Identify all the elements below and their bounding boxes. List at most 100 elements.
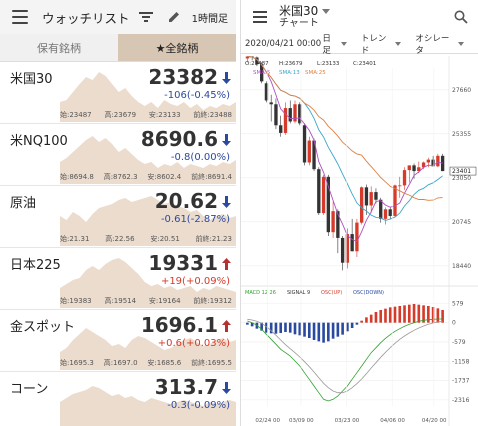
osc-tick-label: -1737 xyxy=(452,378,470,385)
watchlist-row[interactable]: コーン 313.7 -0.3(-0.09%) xyxy=(0,372,236,426)
trend-dropdown[interactable]: トレンド xyxy=(361,32,402,56)
watchlist-row[interactable]: 金スポット 1696.1 +0.6(+0.03%) 始:1695.3 高:1697.0 安… xyxy=(0,310,236,372)
symbol-name: 米国30 xyxy=(10,72,53,87)
watchlist-header: ウォッチリスト 1時間足 xyxy=(0,0,236,34)
search-icon[interactable] xyxy=(454,10,468,24)
stat-value: 始:19383 xyxy=(60,297,92,305)
candle xyxy=(369,192,373,206)
dropdown-arrow-icon xyxy=(395,41,402,46)
symbol-name: 原油 xyxy=(10,196,37,211)
timeframe-label: 日足 xyxy=(322,33,331,56)
stat-value: 高:8762.3 xyxy=(103,173,138,181)
sma5-line xyxy=(247,56,443,243)
symbol-list: 米国30 23382 -106(-0.45%) 始:23487 高:23679 安:231… xyxy=(0,62,236,426)
oscillator-label: オシレータ xyxy=(415,33,450,56)
sma13-line xyxy=(247,56,443,221)
stat-value: 前終:1695.5 xyxy=(191,359,232,367)
stat-value: 始:21.31 xyxy=(60,235,90,243)
symbol-name: 日本225 xyxy=(10,258,61,273)
candle xyxy=(307,140,311,163)
ohlc-value: H:23679 xyxy=(279,61,303,67)
candle xyxy=(255,57,259,65)
watchlist-panel: ウォッチリスト 1時間足 保有銘柄 ★全銘柄 米国30 23382 -106(-0.… xyxy=(0,0,236,426)
current-price-tag xyxy=(449,166,477,176)
sma25-line xyxy=(247,56,443,201)
candle xyxy=(264,83,269,101)
stat-value: 前終:19312 xyxy=(193,297,232,305)
symbol-name: 米NQ100 xyxy=(10,134,68,149)
watchlist-row[interactable]: 日本225 19331 +19(+0.09%) 始:19383 高:19514 安:191… xyxy=(0,248,236,310)
dropdown-arrow-icon xyxy=(322,9,331,14)
sparkline-area xyxy=(60,72,236,122)
candle xyxy=(302,125,307,163)
symbol-change: -0.3(-0.09%) xyxy=(167,400,230,411)
symbol-stats: 始:19383 高:19514 安:19164 前終:19312 xyxy=(60,296,232,306)
price-tick-label: 27660 xyxy=(452,87,471,94)
date-tick-label: 04/20 00 xyxy=(422,418,447,424)
watchlist-row[interactable]: 原油 20.62 -0.61(-2.87%) 始:21.31 高:22.56 安:20.5… xyxy=(0,186,236,248)
symbol-stats: 始:23487 高:23679 安:23133 前終:23488 xyxy=(60,110,232,120)
chart-panel: 米国30 チャート 2020/04/21 00:00 日足 トレンド オシレータ… xyxy=(240,0,478,426)
candle xyxy=(350,234,354,252)
date-tick-label: 03/09 00 xyxy=(289,418,314,424)
candle xyxy=(407,165,411,171)
tab-all-symbols[interactable]: ★全銘柄 xyxy=(118,34,236,61)
stat-value: 始:1695.3 xyxy=(60,359,94,367)
current-price-label: 23401 xyxy=(452,168,471,175)
watchlist-row[interactable]: 米NQ100 8690.6 -0.8(0.00%) 始:8694.8 高:8762.3 安… xyxy=(0,124,236,186)
arrow-down-icon xyxy=(222,196,231,208)
sparkline xyxy=(60,258,236,308)
sparkline-area xyxy=(60,136,236,184)
arrow-down-icon xyxy=(222,382,231,394)
candle xyxy=(379,199,383,219)
edit-icon[interactable] xyxy=(166,9,182,25)
filter-icon[interactable] xyxy=(138,10,154,24)
sma-legend: SMA:25 xyxy=(305,70,326,76)
candle xyxy=(355,222,359,252)
stat-value: 前終:23488 xyxy=(193,111,232,119)
sparkline-area xyxy=(60,258,236,308)
osc-tick-label: -579 xyxy=(452,339,466,346)
watchlist-row[interactable]: 米国30 23382 -106(-0.45%) 始:23487 高:23679 安:231… xyxy=(0,62,236,124)
candle xyxy=(440,155,445,172)
candle xyxy=(398,185,402,187)
candle xyxy=(269,102,273,105)
osc-tick-label: 0 xyxy=(452,320,456,327)
signal-line xyxy=(247,318,443,394)
timeframe-dropdown[interactable]: 日足 xyxy=(322,32,347,56)
date-tick-label: 04/06 00 xyxy=(380,418,405,424)
menu-icon[interactable] xyxy=(253,11,267,23)
candle xyxy=(364,187,369,206)
candle xyxy=(340,237,345,263)
candle xyxy=(360,187,364,223)
tab-holdings[interactable]: 保有銘柄 xyxy=(0,34,118,61)
menu-icon[interactable] xyxy=(12,10,28,24)
chart-toolbar: 2020/04/21 00:00 日足 トレンド オシレータ xyxy=(241,32,478,56)
symbol-price: 19331 xyxy=(148,251,218,275)
symbol-price: 313.7 xyxy=(154,375,218,399)
candle xyxy=(298,104,302,124)
candle xyxy=(388,209,392,216)
candle xyxy=(274,104,278,126)
ohlc-value: C:23401 xyxy=(353,61,376,67)
candle xyxy=(245,56,250,59)
chart-titles: 米国30 チャート xyxy=(279,4,454,29)
stat-value: 安:20.51 xyxy=(150,235,180,243)
candle xyxy=(421,162,426,168)
stat-value: 前終:8691.4 xyxy=(191,173,232,181)
interval-label[interactable]: 1時間足 xyxy=(191,13,228,25)
sparkline xyxy=(60,386,236,426)
dropdown-arrow-icon xyxy=(458,41,464,46)
osc-tick-label: -2316 xyxy=(452,397,470,404)
ohlc-value: L:23133 xyxy=(317,61,340,67)
price-tick-label: 25355 xyxy=(452,131,471,138)
symbol-change: -106(-0.45%) xyxy=(164,90,230,101)
candle xyxy=(383,209,388,219)
oscillator-dropdown[interactable]: オシレータ xyxy=(415,32,464,56)
arrow-up-icon xyxy=(222,258,231,270)
stat-value: 安:8602.4 xyxy=(147,173,182,181)
symbol-selector[interactable]: 米国30 xyxy=(279,4,454,18)
stat-value: 安:1685.6 xyxy=(147,359,182,367)
price-chart[interactable]: 27660 25355 23050 20745 18440 O:23487 H:23679 L… xyxy=(241,56,478,426)
osc-legend: MACD 12 26 xyxy=(245,290,276,296)
